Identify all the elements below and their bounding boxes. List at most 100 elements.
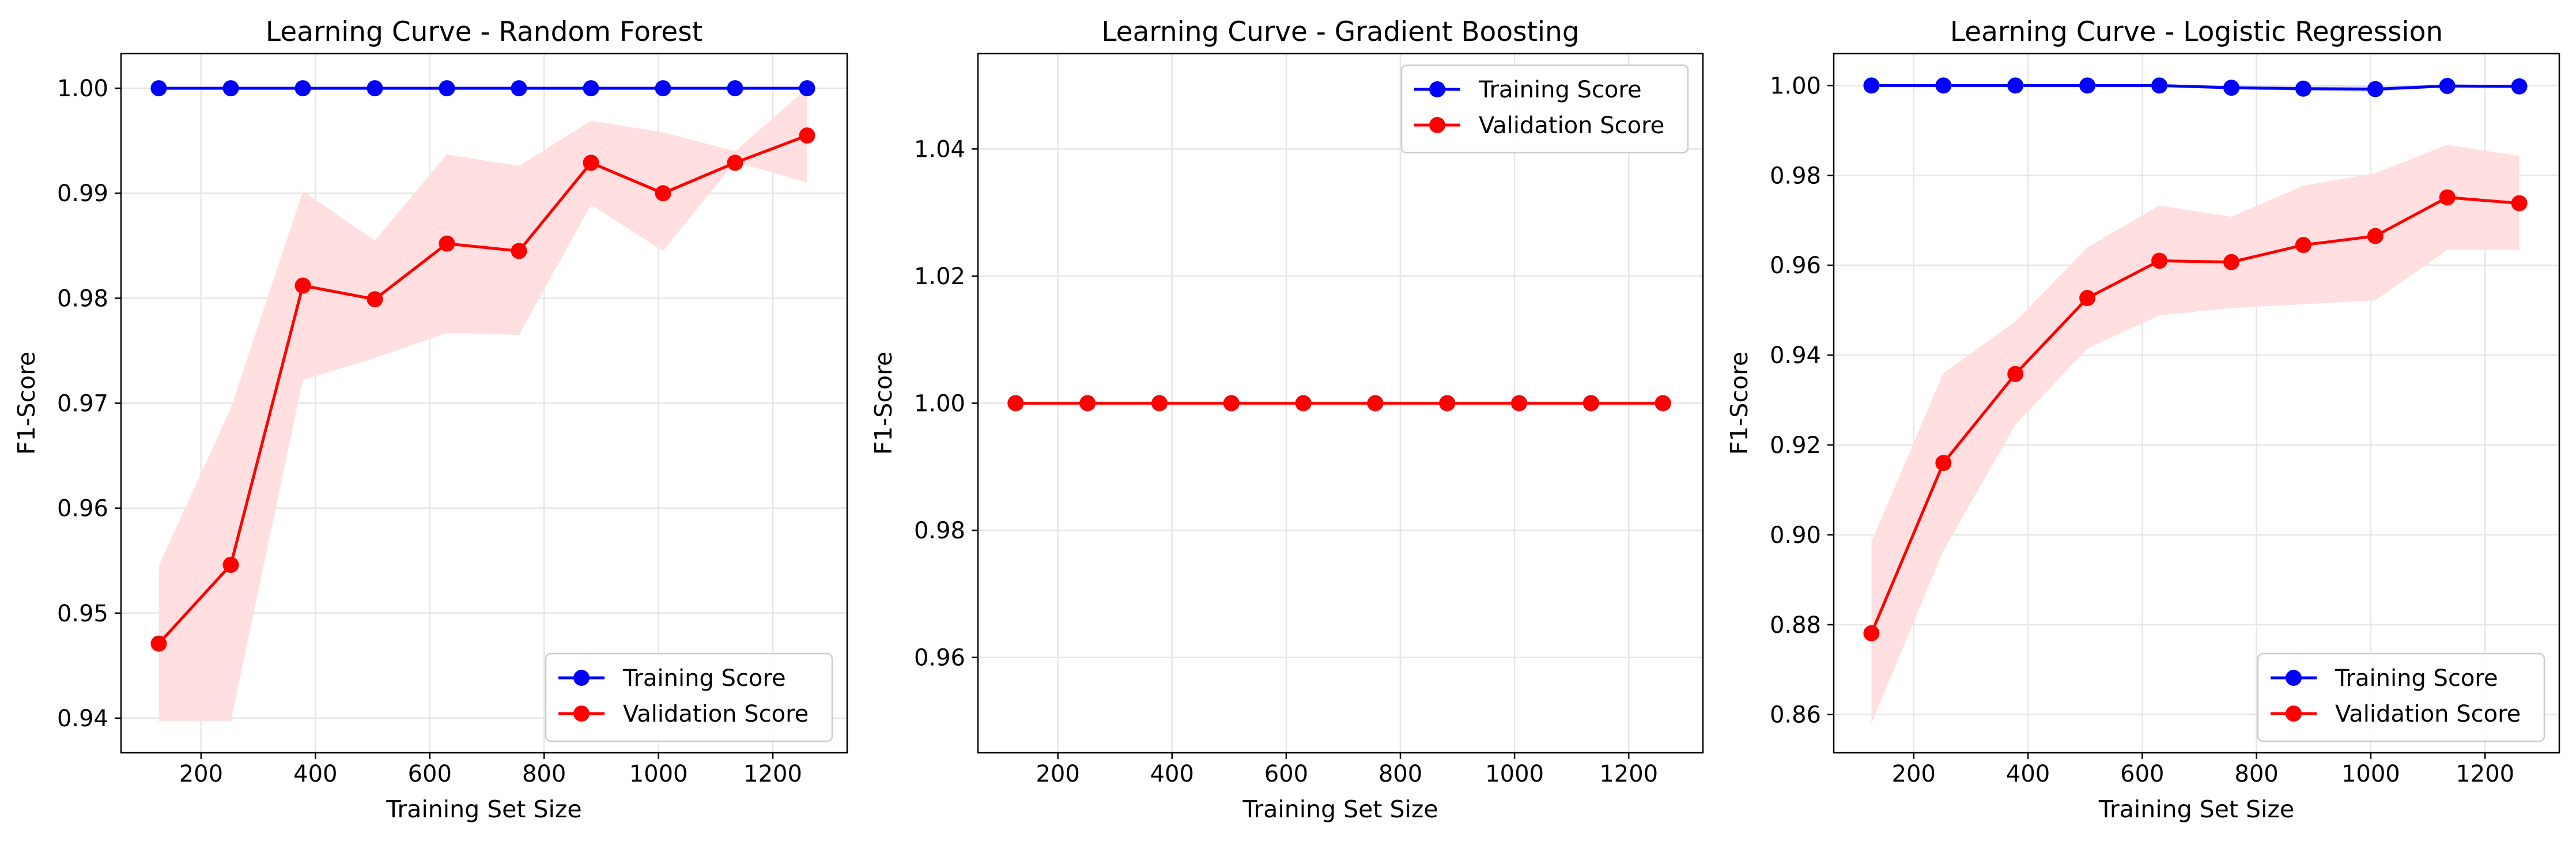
x-tick-label: 1000: [2341, 761, 2400, 787]
data-point-validation: [2439, 189, 2456, 206]
data-point-training: [2295, 80, 2311, 97]
series-line-validation: [157, 134, 808, 645]
legend-marker-validation: [1429, 117, 1445, 133]
data-point-validation: [294, 277, 311, 294]
y-tick-label: 0.99: [57, 180, 108, 207]
y-tick-label: 0.96: [1770, 252, 1821, 279]
data-point-training: [2367, 81, 2384, 97]
data-point-validation: [2007, 365, 2024, 382]
legend-label-training: Training Score: [1478, 77, 1642, 103]
data-point-validation: [799, 127, 815, 144]
y-tick-label: 0.98: [914, 518, 965, 544]
data-point-validation: [1079, 395, 1096, 412]
x-tick-label: 1200: [743, 761, 802, 787]
data-point-training: [2007, 77, 2024, 94]
panel-random-forest: 200 400 600 800 1000 1200 0.94 0.95 0.96 0.97 0.98…: [13, 16, 848, 823]
legend-label-training: Training Score: [2335, 665, 2498, 692]
data-point-training: [2511, 78, 2528, 95]
data-point-validation: [1582, 395, 1599, 412]
x-axis-label: Training Set Size: [2098, 795, 2294, 823]
data-point-training: [2151, 77, 2168, 94]
data-point-training: [2439, 78, 2456, 95]
data-point-validation: [2223, 254, 2239, 270]
x-tick-label: 1000: [1485, 761, 1544, 787]
x-tick-label: 1200: [2456, 761, 2514, 787]
data-point-validation: [1863, 625, 1880, 642]
x-tick-label: 600: [1264, 761, 1308, 787]
data-point-training: [1935, 77, 1952, 94]
legend-marker-training: [2286, 670, 2302, 686]
data-point-validation: [727, 154, 743, 171]
data-point-validation: [1935, 455, 1952, 471]
x-tick-label: 600: [2120, 761, 2164, 787]
data-point-training: [222, 80, 239, 97]
x-axis-label: Training Set Size: [386, 795, 581, 823]
data-point-validation: [1295, 395, 1312, 412]
data-point-validation: [222, 556, 239, 573]
data-point-validation: [583, 154, 599, 171]
chart-title: Learning Curve - Logistic Regression: [1950, 16, 2443, 48]
y-axis-label: F1-Score: [1725, 352, 1753, 455]
data-point-training: [2079, 77, 2096, 94]
y-tick-label: 1.00: [1770, 73, 1821, 99]
y-tick-label: 0.86: [1770, 702, 1821, 729]
data-point-validation: [150, 635, 167, 652]
data-point-validation: [2511, 195, 2528, 212]
axes-frame: [1833, 52, 2560, 754]
data-point-training: [511, 80, 527, 97]
legend-marker-validation: [2286, 706, 2302, 722]
legend-label-validation: Validation Score: [623, 701, 809, 727]
y-tick-label: 0.92: [1770, 432, 1821, 459]
y-tick-label: 0.96: [914, 645, 965, 672]
data-point-training: [2223, 80, 2239, 96]
legend-marker-training: [1429, 81, 1445, 97]
x-tick-label: 1200: [1599, 761, 1658, 787]
y-tick-label: 0.97: [57, 391, 108, 417]
y-tick-label: 0.95: [57, 601, 108, 627]
y-axis-label: F1-Score: [870, 352, 897, 455]
x-tick-label: 400: [1150, 761, 1194, 787]
data-point-validation: [1223, 395, 1240, 412]
x-tick-label: 200: [1892, 761, 1936, 787]
x-tick-label: 400: [2006, 761, 2050, 787]
data-point-validation: [511, 243, 527, 259]
data-point-validation: [2295, 237, 2311, 254]
y-tick-label: 1.02: [914, 263, 965, 290]
legend-box: [545, 652, 833, 742]
y-tick-label: 1.00: [914, 391, 965, 417]
x-tick-label: 600: [408, 761, 452, 787]
legend: Training Score Validation Score: [545, 652, 833, 742]
chart-title: Learning Curve - Gradient Boosting: [1101, 16, 1579, 48]
legend-marker-training: [573, 670, 590, 686]
y-axis-label: F1-Score: [13, 352, 40, 455]
data-point-training: [439, 80, 455, 97]
data-point-validation: [2151, 252, 2168, 269]
data-point-training: [583, 80, 599, 97]
y-tick-label: 0.88: [1770, 612, 1821, 639]
legend-label-validation: Validation Score: [1479, 112, 1664, 139]
data-point-training: [727, 80, 743, 97]
legend: Training Score Validation Score: [1400, 64, 1689, 154]
panel-logistic-regression: 200 400 600 800 1000 1200 0.86 0.88 0.90 0.92 0.94…: [1725, 16, 2560, 823]
data-point-training: [799, 80, 815, 97]
y-tick-label: 1.00: [57, 76, 108, 102]
legend-marker-validation: [573, 706, 590, 722]
y-tick-label: 0.98: [57, 285, 108, 312]
panel-gradient-boosting: 200 400 600 800 1000 1200 0.96 0.98 1.00 1.02 1.04…: [870, 16, 1704, 823]
series-line-training: [1871, 84, 2520, 91]
confidence-band-validation: [1871, 145, 2520, 724]
data-point-validation: [1439, 395, 1456, 412]
confidence-band-validation: [158, 88, 807, 722]
data-point-training: [1863, 77, 1880, 94]
legend-box: [2257, 652, 2545, 742]
data-point-validation: [1007, 395, 1024, 412]
data-point-validation: [439, 235, 455, 252]
legend-label-validation: Validation Score: [2335, 701, 2521, 727]
legend: Training Score Validation Score: [2257, 652, 2545, 742]
legend-label-training: Training Score: [622, 665, 786, 692]
y-tick-label: 1.04: [914, 136, 965, 163]
data-point-training: [655, 80, 671, 97]
y-tick-label: 0.94: [1770, 342, 1821, 369]
data-point-validation: [367, 291, 383, 308]
